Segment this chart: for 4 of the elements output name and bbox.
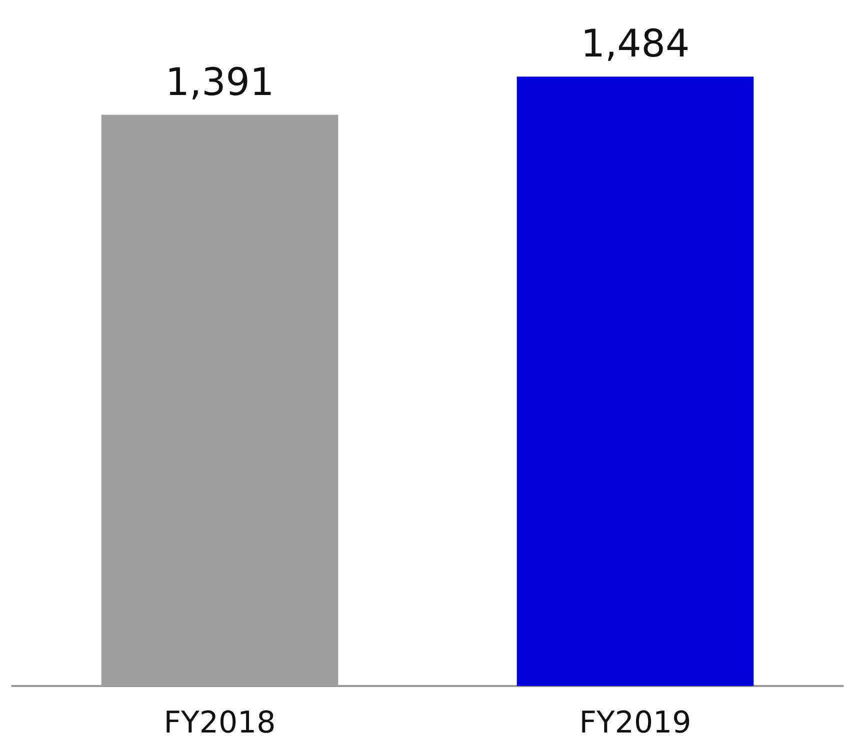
x-tick-label: FY2018 — [164, 706, 276, 740]
data-label: 1,484 — [580, 22, 690, 66]
data-label: 1,391 — [165, 60, 274, 104]
x-tick-label: FY2019 — [579, 706, 692, 740]
